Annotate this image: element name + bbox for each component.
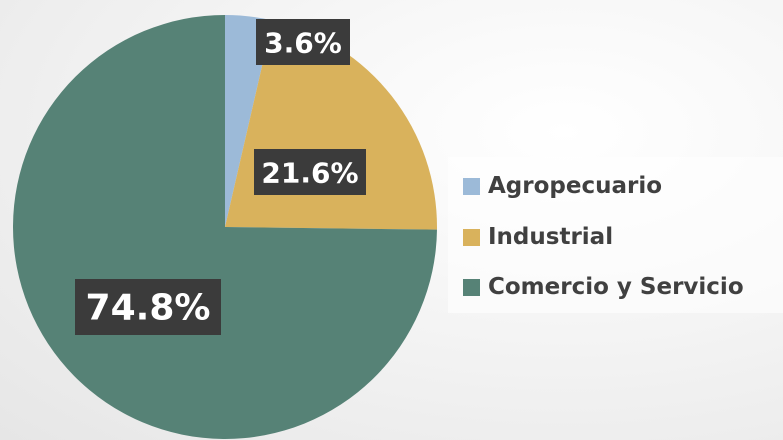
legend-label-industrial: Industrial (488, 224, 614, 250)
legend-item-comercio-y-servicio: Comercio y Servicio (463, 273, 744, 301)
data-label-text-comercio-y-servicio: 74.8% (86, 288, 211, 329)
pie-data-labels: 3.6% 21.6% 74.8% (75, 19, 366, 335)
legend-label-comercio-y-servicio: Comercio y Servicio (488, 274, 744, 300)
legend-swatch-agropecuario (463, 177, 480, 195)
data-label-industrial: 21.6% (254, 149, 366, 195)
data-label-box-comercio-y-servicio (75, 279, 221, 335)
legend-label-agropecuario: Agropecuario (488, 173, 663, 199)
data-label-text-industrial: 21.6% (261, 157, 358, 190)
legend-item-industrial: Industrial (463, 223, 613, 251)
legend-swatch-comercio-y-servicio (463, 278, 480, 296)
data-label-box-industrial (254, 149, 366, 195)
data-label-comercio-y-servicio: 74.8% (75, 279, 221, 335)
data-label-text-agropecuario: 3.6% (264, 27, 342, 60)
legend-swatch-industrial (463, 228, 480, 246)
data-label-box-agropecuario (256, 19, 350, 65)
legend-item-agropecuario: Agropecuario (463, 172, 662, 200)
data-label-agropecuario: 3.6% (256, 19, 350, 65)
pie-slices (12, 14, 437, 439)
pie-slice-agropecuario (225, 14, 273, 227)
chart-legend: Agropecuario Industrial Comercio y Servi… (448, 157, 783, 313)
